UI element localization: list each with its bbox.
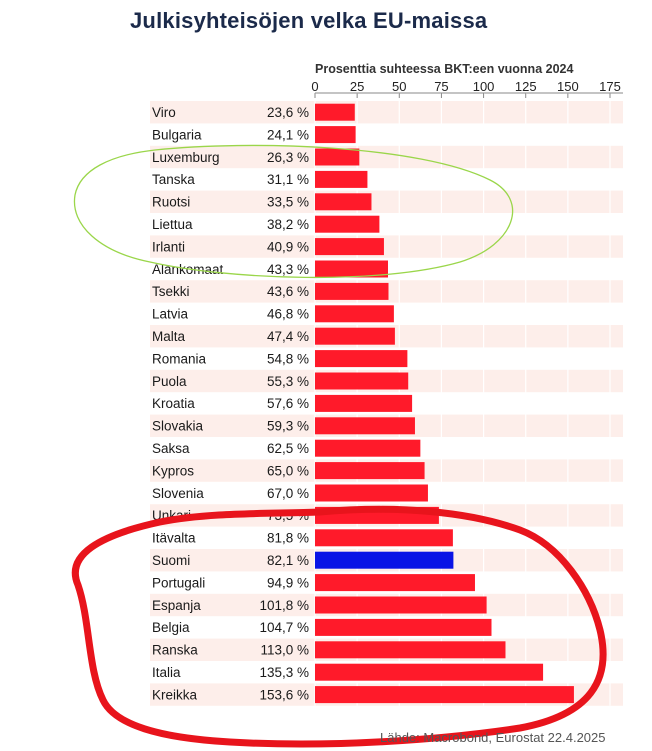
bar-liettua	[315, 215, 380, 233]
chart-title: Julkisyhteisöjen velka EU-maissa	[130, 8, 488, 33]
bar-tsekki	[315, 282, 389, 300]
bar-bulgaria	[315, 126, 356, 144]
category-label: Portugali	[152, 575, 205, 590]
bar-suomi	[315, 551, 454, 569]
value-label: 38,2 %	[267, 217, 309, 232]
category-label: Luxemburg	[152, 150, 220, 165]
category-label: Liettua	[152, 217, 193, 232]
category-label: Suomi	[152, 553, 190, 568]
bar-viro	[315, 103, 355, 121]
bar-kreikka	[315, 686, 574, 704]
bar-belgia	[315, 618, 492, 636]
row-band	[150, 235, 623, 258]
category-label: Itävalta	[152, 531, 196, 546]
source-note: Lähde: Macrobond, Eurostat 22.4.2025	[380, 730, 606, 745]
x-tick-label: 0	[311, 79, 318, 94]
bar-kypros	[315, 462, 425, 480]
value-label: 65,0 %	[267, 463, 309, 478]
value-label: 94,9 %	[267, 575, 309, 590]
value-label: 31,1 %	[267, 172, 309, 187]
bar-malta	[315, 327, 395, 345]
red-circle-annotation	[71, 505, 607, 748]
bar-espanja	[315, 596, 487, 614]
value-label: 47,4 %	[267, 329, 309, 344]
value-label: 46,8 %	[267, 307, 309, 322]
value-label: 135,3 %	[259, 665, 309, 680]
x-tick-label: 50	[392, 79, 406, 94]
value-label: 54,8 %	[267, 351, 309, 366]
category-label: Latvia	[152, 307, 189, 322]
category-label: Ranska	[152, 643, 198, 658]
x-tick-label: 100	[473, 79, 495, 94]
bar-irlanti	[315, 238, 384, 256]
category-label: Puola	[152, 374, 187, 389]
green-circle-annotation	[73, 144, 514, 279]
value-label: 104,7 %	[259, 620, 309, 635]
x-tick-label: 25	[350, 79, 364, 94]
value-label: 43,3 %	[267, 262, 309, 277]
category-label: Viro	[152, 105, 176, 120]
bar-alankomaat	[315, 260, 388, 278]
row-band	[150, 101, 623, 124]
x-tick-label: 75	[434, 79, 448, 94]
value-label: 43,6 %	[267, 284, 309, 299]
x-tick-label: 125	[515, 79, 537, 94]
value-label: 153,6 %	[259, 687, 309, 702]
value-label: 59,3 %	[267, 419, 309, 434]
value-label: 113,0 %	[260, 643, 309, 658]
value-label: 33,5 %	[267, 195, 309, 210]
bar-ranska	[315, 641, 506, 659]
category-label: Ruotsi	[152, 195, 190, 210]
category-label: Bulgaria	[152, 127, 202, 142]
value-label: 82,1 %	[267, 553, 309, 568]
bar-portugali	[315, 574, 475, 592]
value-label: 62,5 %	[267, 441, 309, 456]
category-label: Kreikka	[152, 687, 198, 702]
bar-kroatia	[315, 394, 413, 412]
bar-italia	[315, 663, 544, 681]
chart-subtitle: Prosenttia suhteessa BKT:een vuonna 2024	[315, 62, 573, 76]
bar-tanska	[315, 170, 368, 188]
category-label: Espanja	[152, 598, 201, 613]
category-label: Kroatia	[152, 396, 195, 411]
category-label: Tanska	[152, 172, 195, 187]
category-label: Irlanti	[152, 239, 185, 254]
category-label: Tsekki	[152, 284, 190, 299]
value-label: 81,8 %	[267, 531, 309, 546]
category-label: Belgia	[152, 620, 190, 635]
x-tick-label: 150	[557, 79, 579, 94]
value-label: 40,9 %	[267, 239, 309, 254]
bar-luxemburg	[315, 148, 360, 166]
value-label: 101,8 %	[259, 598, 309, 613]
category-label: Malta	[152, 329, 186, 344]
value-label: 26,3 %	[267, 150, 309, 165]
bar-latvia	[315, 305, 394, 323]
value-label: 67,0 %	[267, 486, 309, 501]
bar-slovakia	[315, 417, 415, 435]
bar-ruotsi	[315, 193, 372, 211]
bar-saksa	[315, 439, 421, 457]
bar-puola	[315, 372, 409, 390]
value-label: 55,3 %	[267, 374, 309, 389]
bar-itävalta	[315, 529, 453, 547]
x-tick-label: 175	[599, 79, 621, 94]
row-band	[150, 145, 623, 169]
value-label: 24,1 %	[267, 127, 309, 142]
category-label: Romania	[152, 351, 207, 366]
row-band	[150, 190, 623, 213]
category-label: Kypros	[152, 463, 194, 478]
bar-romania	[315, 350, 408, 368]
category-label: Slovenia	[152, 486, 204, 501]
value-label: 57,6 %	[267, 396, 309, 411]
category-label: Italia	[152, 665, 181, 680]
value-label: 23,6 %	[267, 105, 309, 120]
bar-slovenia	[315, 484, 428, 502]
category-label: Saksa	[152, 441, 190, 456]
category-label: Slovakia	[152, 419, 204, 434]
